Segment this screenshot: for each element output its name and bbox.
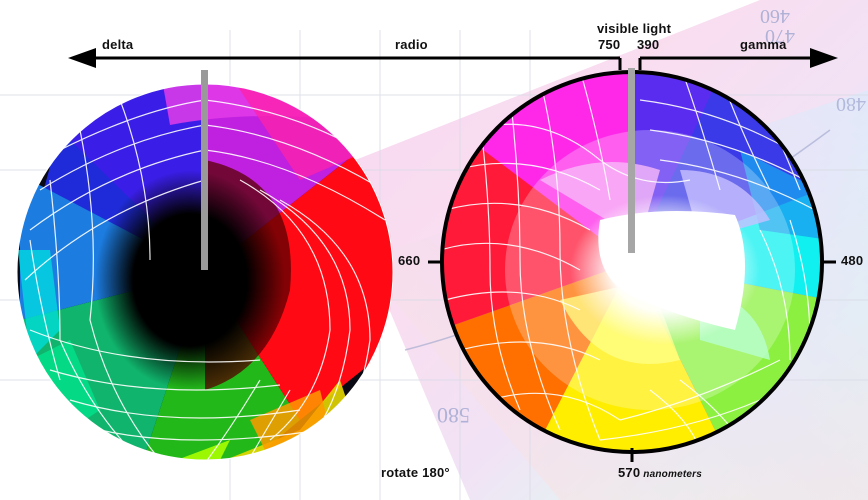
label-660: 660 [398,253,421,268]
right-wheel-start-bar [628,68,635,253]
bg-tick-460: 460 [760,5,790,27]
bg-tick-580: 580 [437,403,470,428]
label-750: 750 [598,37,621,52]
label-570-nanometers: 570 nanometers [618,465,702,480]
label-gamma: gamma [740,37,787,52]
arrow-head-right [810,48,838,68]
left-wheel-start-bar [201,70,208,270]
left-color-wheel [17,84,393,460]
label-delta: delta [102,37,134,52]
label-570: 570 [618,465,641,480]
label-480: 480 [841,253,864,268]
arrow-head-left [68,48,96,68]
label-visible-light: visible light [597,21,672,36]
bg-tick-470: 470 [765,25,795,47]
label-390: 390 [637,37,660,52]
label-radio: radio [395,37,428,52]
bg-tick-480: 480 [836,93,866,115]
label-rotate-180: rotate 180° [381,465,450,480]
spectrum-arrow [68,48,838,70]
label-nanometers: nanometers [643,469,702,480]
